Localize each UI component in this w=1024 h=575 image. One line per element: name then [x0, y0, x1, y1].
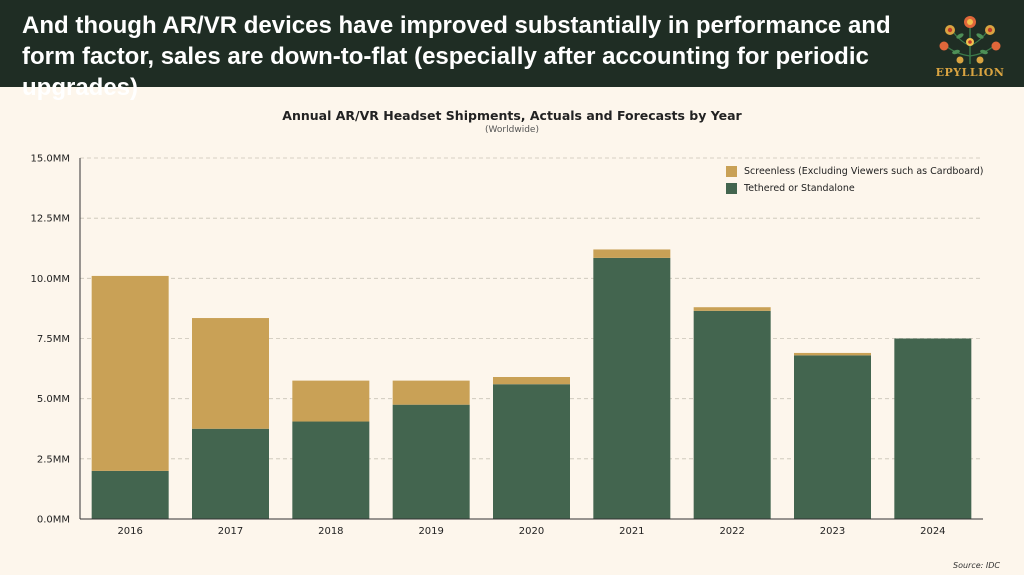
header-bar — [0, 0, 1024, 87]
bar-screenless — [192, 318, 269, 429]
y-tick-label: 0.0MM — [37, 515, 70, 526]
bar-tethered — [894, 338, 972, 519]
bar-tethered — [192, 428, 269, 519]
bar-screenless — [292, 380, 370, 422]
chart-subtitle: (Worldwide) — [485, 125, 539, 135]
y-tick-label: 10.0MM — [30, 274, 70, 285]
legend-swatch-screenless — [726, 166, 737, 177]
x-tick-label: 2020 — [519, 526, 544, 537]
epyllion-logo — [939, 16, 1001, 64]
bar-tethered — [392, 404, 470, 519]
x-tick-label: 2022 — [719, 526, 744, 537]
x-tick-label: 2018 — [318, 526, 343, 537]
y-tick-label: 2.5MM — [37, 454, 70, 465]
chart-title: Annual AR/VR Headset Shipments, Actuals … — [282, 108, 742, 123]
page-title: And though AR/VR devices have improved s… — [22, 12, 891, 101]
legend-item-tethered: Tethered or Standalone — [726, 180, 984, 197]
bar-tethered — [292, 421, 370, 519]
bar-screenless — [392, 380, 470, 405]
x-tick-label: 2023 — [820, 526, 845, 537]
chart-legend: Screenless (Excluding Viewers such as Ca… — [726, 163, 984, 197]
bar-tethered — [593, 257, 671, 519]
logo-wordmark: EPYLLION — [935, 66, 1005, 79]
x-tick-label: 2016 — [117, 526, 142, 537]
legend-swatch-tethered — [726, 183, 737, 194]
floral-logo-icon — [939, 16, 1001, 64]
bar-screenless — [593, 249, 671, 258]
x-tick-label: 2017 — [218, 526, 243, 537]
y-tick-label: 15.0MM — [30, 154, 70, 165]
bar-screenless — [91, 275, 169, 471]
bar-screenless — [493, 377, 570, 385]
bar-screenless — [794, 352, 871, 356]
y-tick-label: 7.5MM — [37, 334, 70, 345]
bar-tethered — [693, 310, 771, 519]
legend-label-screenless: Screenless (Excluding Viewers such as Ca… — [744, 166, 984, 177]
bar-tethered — [794, 355, 871, 519]
y-tick-label: 5.0MM — [37, 394, 70, 405]
legend-item-screenless: Screenless (Excluding Viewers such as Ca… — [726, 163, 984, 180]
x-tick-label: 2019 — [418, 526, 443, 537]
source-note: Source: IDC — [953, 561, 1000, 570]
bar-screenless — [693, 307, 771, 311]
bar-tethered — [91, 470, 169, 519]
x-tick-label: 2021 — [619, 526, 644, 537]
x-tick-label: 2024 — [920, 526, 945, 537]
y-tick-label: 12.5MM — [30, 214, 70, 225]
legend-label-tethered: Tethered or Standalone — [744, 183, 855, 194]
bar-tethered — [493, 384, 570, 519]
